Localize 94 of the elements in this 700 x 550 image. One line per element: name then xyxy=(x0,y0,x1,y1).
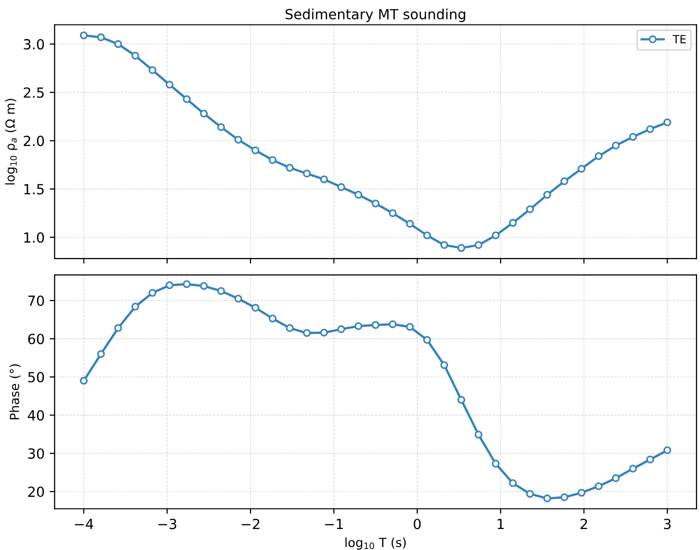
point xyxy=(337,325,346,334)
y-tick-label: 2.0 xyxy=(24,136,44,146)
point xyxy=(612,474,620,482)
point xyxy=(372,200,380,208)
point xyxy=(114,324,122,332)
point xyxy=(406,323,414,331)
point xyxy=(320,175,328,184)
point xyxy=(302,329,311,337)
point xyxy=(252,146,260,154)
point xyxy=(354,190,362,199)
point xyxy=(114,40,122,48)
point xyxy=(578,488,586,497)
point xyxy=(320,328,328,337)
point xyxy=(388,320,397,328)
point xyxy=(543,494,552,502)
point xyxy=(440,241,448,249)
point xyxy=(560,493,568,502)
point xyxy=(80,31,88,40)
point xyxy=(372,321,380,329)
point xyxy=(474,241,482,249)
point xyxy=(406,220,414,228)
point xyxy=(646,125,654,133)
x-tick-label: 0 xyxy=(414,518,421,530)
point xyxy=(302,170,311,178)
legend-label: TE xyxy=(672,35,686,44)
point xyxy=(97,33,105,42)
point xyxy=(612,142,620,150)
point xyxy=(148,66,156,74)
x-tick-label: −4 xyxy=(75,518,94,530)
y-tick-label: 20 xyxy=(28,486,44,498)
x-tick-label: 1 xyxy=(498,518,504,530)
point xyxy=(234,136,242,144)
point xyxy=(131,52,140,60)
point xyxy=(166,80,174,89)
point xyxy=(457,396,466,404)
y-axis-title: log$_{10}$ ρ$_{a}$ (Ω m) xyxy=(5,98,18,184)
x-tick-label: −2 xyxy=(242,518,260,530)
point xyxy=(663,446,672,454)
point xyxy=(492,460,500,468)
point xyxy=(286,324,294,332)
y-tick-label: 70 xyxy=(28,296,44,306)
point xyxy=(268,156,276,164)
point xyxy=(526,205,534,214)
point xyxy=(508,479,517,488)
point xyxy=(166,281,174,290)
point xyxy=(629,464,637,473)
point xyxy=(80,376,88,385)
point xyxy=(474,430,482,439)
y-axis-title: Phase (°) xyxy=(10,364,21,420)
point xyxy=(200,282,208,290)
point xyxy=(182,280,191,288)
y-tick-label: 1.0 xyxy=(24,232,44,243)
point xyxy=(234,294,242,303)
point xyxy=(388,209,397,218)
point xyxy=(252,304,260,312)
point xyxy=(560,177,568,186)
point xyxy=(440,361,448,369)
point xyxy=(594,152,603,160)
point xyxy=(543,190,552,199)
point xyxy=(97,350,105,358)
y-tick-label: 30 xyxy=(28,448,44,459)
point xyxy=(526,490,534,498)
point xyxy=(578,164,586,173)
point xyxy=(286,164,294,172)
point xyxy=(423,231,431,240)
point xyxy=(182,95,191,104)
y-tick-label: 60 xyxy=(28,334,44,344)
point xyxy=(663,118,672,126)
point xyxy=(148,289,156,297)
y-tick-label: 3.0 xyxy=(24,39,44,50)
chart-title: Sedimentary MT sounding xyxy=(286,8,466,22)
point xyxy=(217,287,225,295)
y-tick-label: 40 xyxy=(28,410,44,421)
point xyxy=(337,183,346,191)
y-tick-label: 2.5 xyxy=(24,87,44,98)
point xyxy=(268,314,276,322)
point xyxy=(354,322,362,330)
x-tick-label: −3 xyxy=(158,518,176,530)
point xyxy=(646,456,654,464)
y-tick-label: 50 xyxy=(28,372,44,382)
point xyxy=(594,482,603,490)
x-tick-label: 2 xyxy=(580,518,587,530)
x-tick-label: −1 xyxy=(325,518,343,530)
point xyxy=(217,123,225,132)
point xyxy=(629,132,637,141)
x-tick-label: 3 xyxy=(664,518,671,530)
point xyxy=(131,302,140,311)
point xyxy=(457,244,466,252)
point xyxy=(508,218,517,227)
x-axis-title: log$_{10}$ T (s) xyxy=(345,537,406,550)
point xyxy=(200,110,208,118)
point xyxy=(423,336,431,344)
y-tick-label: 1.5 xyxy=(24,184,44,194)
point xyxy=(492,231,500,240)
